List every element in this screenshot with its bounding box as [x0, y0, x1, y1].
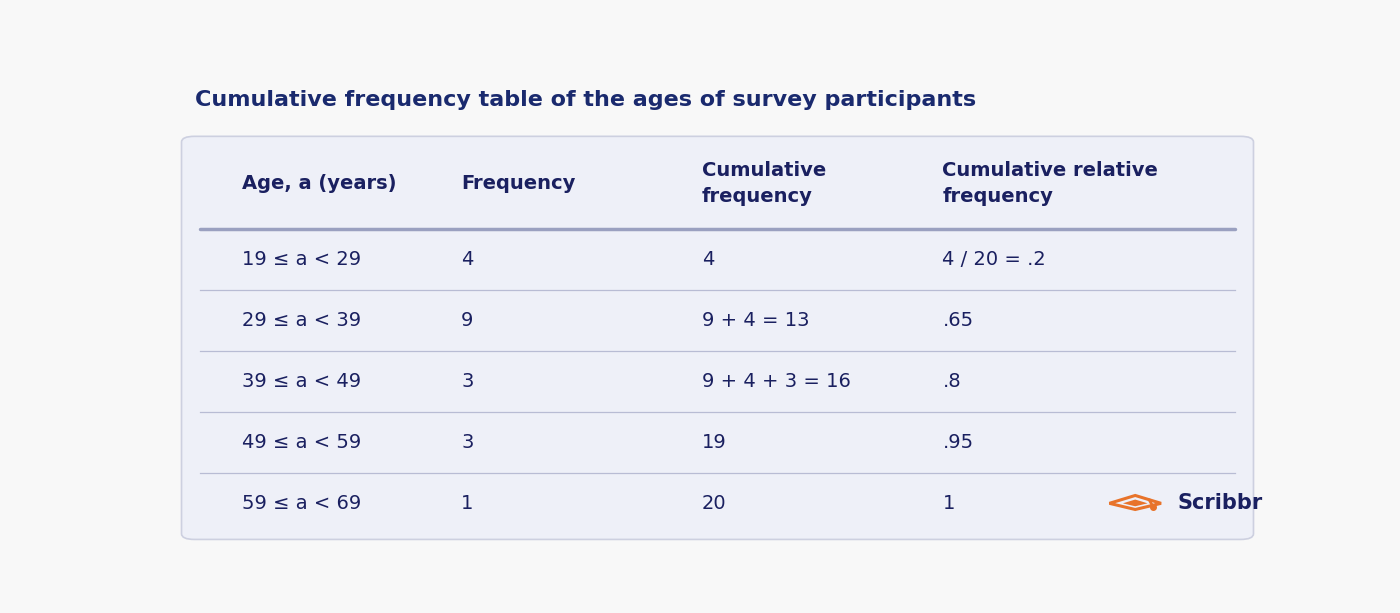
Text: Cumulative frequency table of the ages of survey participants: Cumulative frequency table of the ages o…: [195, 90, 976, 110]
Polygon shape: [1123, 500, 1148, 506]
Text: 9 + 4 = 13: 9 + 4 = 13: [701, 311, 809, 330]
Text: Scribbr: Scribbr: [1177, 493, 1263, 513]
Text: 4: 4: [701, 250, 714, 269]
Text: 19 ≤ a < 29: 19 ≤ a < 29: [242, 250, 361, 269]
Text: 4: 4: [461, 250, 473, 269]
Text: .65: .65: [942, 311, 973, 330]
FancyBboxPatch shape: [182, 136, 1253, 539]
Text: .8: .8: [942, 372, 960, 391]
Text: 20: 20: [701, 494, 727, 513]
Text: Cumulative
frequency: Cumulative frequency: [701, 161, 826, 206]
Text: 39 ≤ a < 49: 39 ≤ a < 49: [242, 372, 361, 391]
Text: 4 / 20 = .2: 4 / 20 = .2: [942, 250, 1046, 269]
Text: 1: 1: [942, 494, 955, 513]
Text: 9: 9: [461, 311, 473, 330]
Text: .95: .95: [942, 433, 973, 452]
Text: 29 ≤ a < 39: 29 ≤ a < 39: [242, 311, 361, 330]
Text: 9 + 4 + 3 = 16: 9 + 4 + 3 = 16: [701, 372, 851, 391]
Text: 59 ≤ a < 69: 59 ≤ a < 69: [242, 494, 361, 513]
Text: 1: 1: [461, 494, 473, 513]
Text: Age, a (years): Age, a (years): [242, 174, 396, 193]
Text: Cumulative relative
frequency: Cumulative relative frequency: [942, 161, 1158, 206]
Text: 3: 3: [461, 433, 473, 452]
Text: 3: 3: [461, 372, 473, 391]
Text: 49 ≤ a < 59: 49 ≤ a < 59: [242, 433, 361, 452]
Text: 19: 19: [701, 433, 727, 452]
Text: Frequency: Frequency: [461, 174, 575, 193]
